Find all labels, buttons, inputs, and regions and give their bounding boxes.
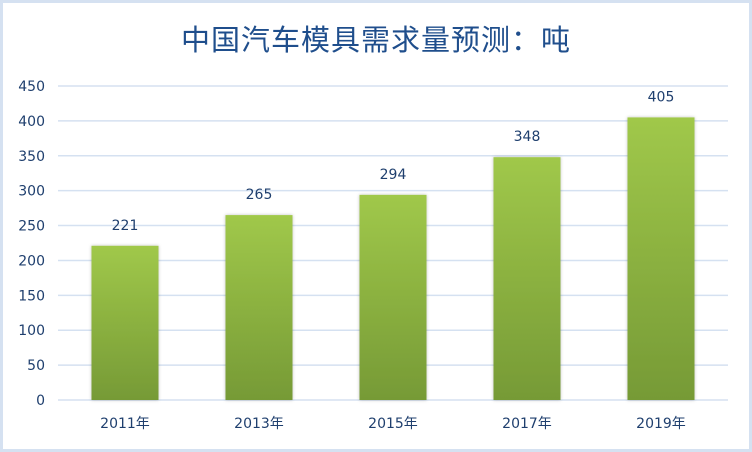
y-tick-label: 200 xyxy=(18,253,45,269)
y-tick-label: 350 xyxy=(18,149,45,165)
data-label: 294 xyxy=(380,167,407,183)
bar xyxy=(627,117,695,401)
y-tick-label: 0 xyxy=(36,393,45,409)
bar xyxy=(359,194,427,400)
bar xyxy=(493,157,561,400)
y-tick-label: 250 xyxy=(18,219,45,235)
y-tick-label: 300 xyxy=(18,184,45,200)
y-tick-label: 50 xyxy=(27,358,45,374)
y-tick-label: 400 xyxy=(18,114,45,130)
x-tick-label: 2015年 xyxy=(368,416,418,432)
y-tick-label: 450 xyxy=(18,79,45,95)
data-label: 265 xyxy=(246,187,273,203)
y-tick-label: 100 xyxy=(18,323,45,339)
data-label: 221 xyxy=(112,218,139,234)
data-label: 405 xyxy=(648,89,675,105)
data-label: 348 xyxy=(514,129,541,145)
bar xyxy=(91,245,159,400)
chart-title: 中国汽车模具需求量预测：吨 xyxy=(180,23,571,57)
bar xyxy=(225,215,293,400)
x-tick-label: 2017年 xyxy=(502,416,552,432)
y-tick-label: 150 xyxy=(18,288,45,304)
bar-chart: 0 50 100 150 200 250 300 350 400 450 221 2011年 265 20… xyxy=(18,79,728,432)
x-tick-label: 2019年 xyxy=(636,416,686,432)
x-tick-label: 2013年 xyxy=(234,416,284,432)
x-tick-label: 2011年 xyxy=(100,416,150,432)
